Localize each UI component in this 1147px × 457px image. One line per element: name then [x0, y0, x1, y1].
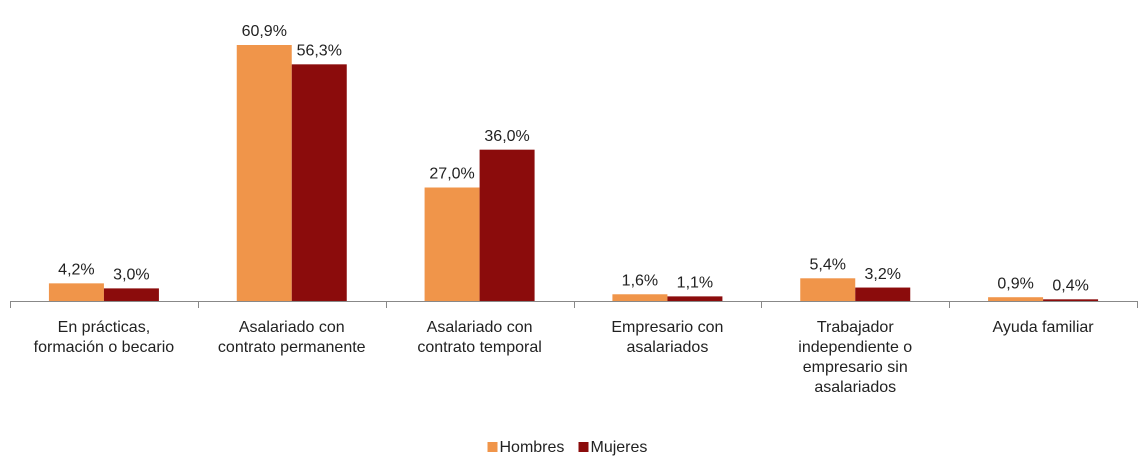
data-label: 3,0% [113, 267, 149, 284]
legend-swatch [578, 442, 589, 452]
x-tick-label: Asalariado con contrato permanente [217, 319, 366, 356]
bar [291, 64, 347, 302]
bar [1043, 299, 1099, 301]
bar [612, 294, 668, 301]
bar [988, 297, 1044, 301]
data-label: 3,2% [865, 266, 901, 283]
bar [103, 288, 159, 301]
bar [479, 149, 535, 301]
data-label: 0,9% [997, 275, 1033, 292]
data-label: 36,0% [484, 128, 529, 145]
legend-swatch [487, 442, 498, 452]
bar [48, 283, 104, 301]
x-tick-label: En prácticas, formación o becario [33, 319, 175, 356]
data-label: 1,1% [677, 275, 713, 292]
bar [236, 45, 292, 301]
x-tick-label: Asalariado con contrato temporal [417, 319, 542, 356]
bar [424, 187, 480, 301]
legend-label: Mujeres [591, 439, 648, 456]
data-label: 4,2% [58, 262, 94, 279]
data-label: 56,3% [297, 43, 342, 60]
data-label: 1,6% [622, 272, 658, 289]
x-tick-label: Ayuda familiar [992, 319, 1094, 336]
data-label: 27,0% [429, 166, 474, 183]
data-label: 60,9% [242, 23, 287, 40]
legend-label: Hombres [500, 439, 565, 456]
x-tick-label: Empresario con asalariados [611, 319, 724, 356]
bar [667, 296, 723, 301]
data-label: 5,4% [810, 257, 846, 274]
x-tick-label: Trabajador independiente o empresario si… [798, 319, 913, 396]
data-label: 0,4% [1052, 278, 1088, 295]
bar [800, 278, 856, 301]
bar [855, 287, 911, 301]
